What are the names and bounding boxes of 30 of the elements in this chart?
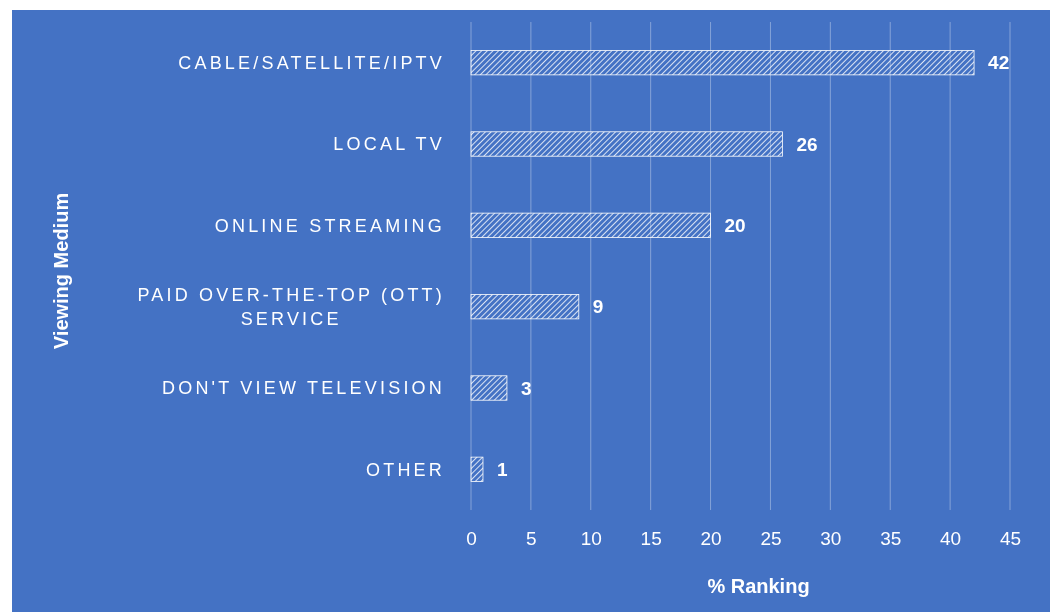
x-tick-label: 10 (580, 528, 602, 550)
data-label: 20 (724, 214, 746, 236)
x-tick-label: 0 (466, 528, 477, 550)
x-tick-label: 25 (760, 528, 782, 550)
y-tick-label: CABLE/SATELLITE/IPTV (178, 52, 445, 73)
bar (470, 294, 580, 320)
y-axis-title: Viewing Medium (50, 192, 72, 350)
x-tick-label: 45 (999, 528, 1022, 550)
y-tick-label: OTHER (366, 459, 445, 480)
y-tick-label: ONLINE STREAMING (214, 215, 445, 236)
bar (470, 50, 975, 76)
bar (470, 131, 783, 157)
x-tick-label: 15 (640, 528, 662, 550)
data-label: 9 (592, 296, 604, 318)
x-tick-label: 30 (820, 528, 842, 550)
x-axis-title: % Ranking (707, 575, 810, 597)
data-label: 42 (988, 52, 1010, 74)
data-label: 26 (796, 133, 818, 155)
x-tick-label: 5 (526, 528, 537, 550)
y-tick-label: DON'T VIEW TELEVISION (161, 378, 445, 399)
y-tick-label: PAID OVER-THE-TOP (OTT) SERVICE (137, 284, 445, 329)
x-tick-label: 40 (940, 528, 962, 550)
bar (470, 375, 508, 401)
x-tick-label: 20 (700, 528, 722, 550)
data-label: 1 (496, 458, 508, 480)
x-tick-label: 35 (880, 528, 902, 550)
y-tick-label: LOCAL TV (333, 134, 445, 155)
bar (470, 212, 711, 238)
data-label: 3 (520, 377, 532, 399)
bar (470, 456, 484, 482)
